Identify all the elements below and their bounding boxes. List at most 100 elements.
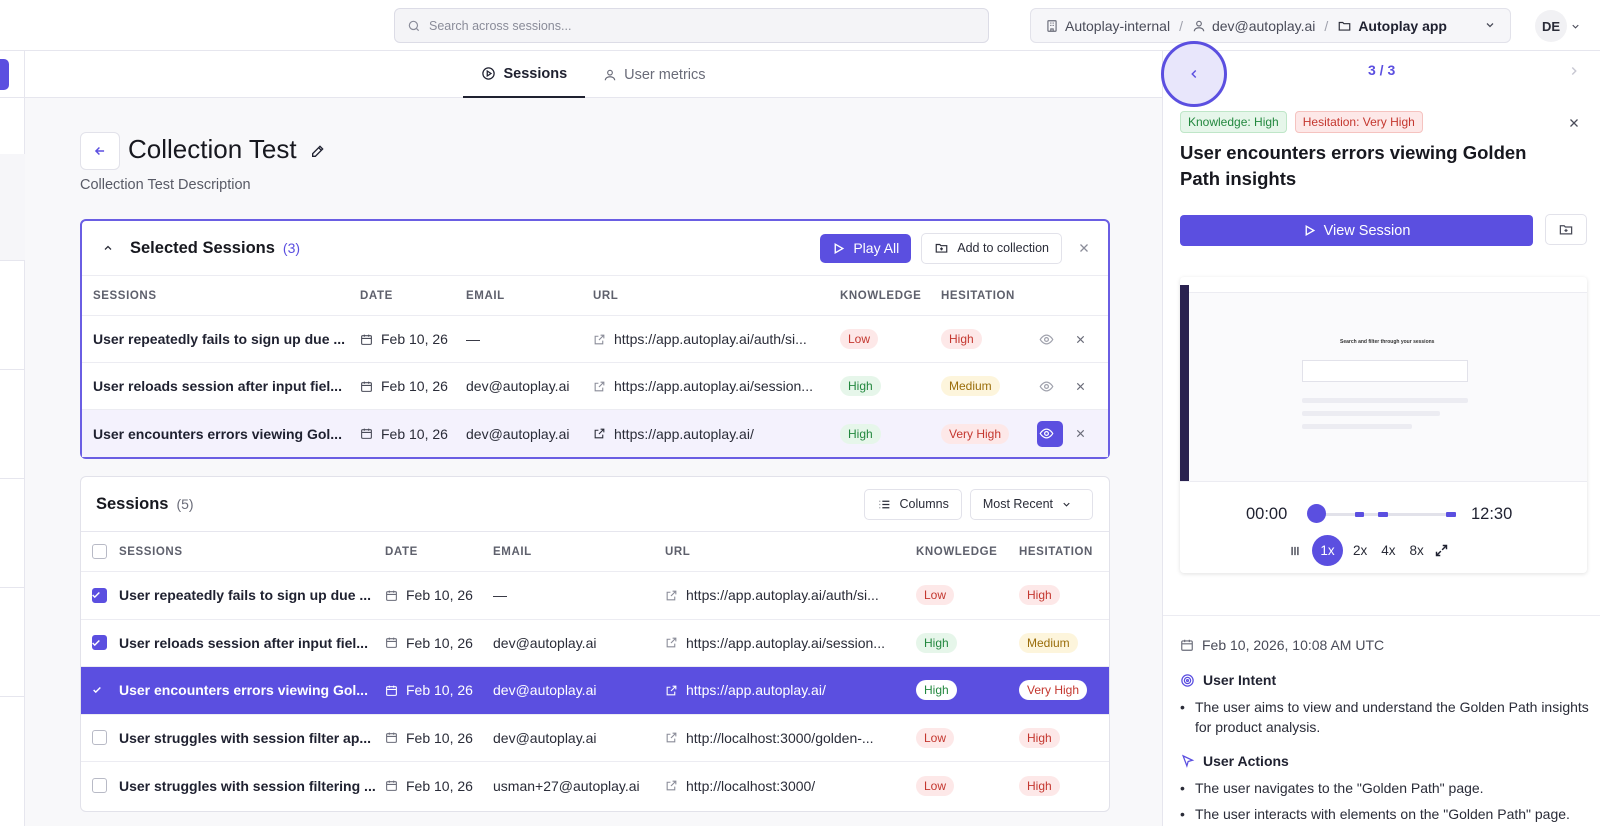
speed-4x-button[interactable]: 4x (1381, 543, 1396, 558)
session-name[interactable]: User struggles with session filtering ..… (119, 777, 376, 794)
table-row[interactable]: User repeatedly fails to sign up due ...… (82, 316, 1108, 363)
chevron-down-icon[interactable] (1484, 18, 1496, 34)
row-checkbox[interactable] (92, 685, 110, 695)
session-url[interactable]: https://app.autoplay.ai/session... (614, 378, 813, 394)
session-thumbnail[interactable]: Search and filter through your sessions (1180, 285, 1587, 482)
external-link-icon (666, 590, 677, 601)
close-icon[interactable] (1568, 116, 1580, 132)
table-row[interactable]: User struggles with session filtering ..… (81, 762, 1109, 810)
session-name[interactable]: User repeatedly fails to sign up due ... (119, 587, 372, 604)
session-name[interactable]: User reloads session after input fiel... (93, 378, 342, 394)
row-checkbox[interactable] (92, 587, 107, 603)
avatar[interactable]: DE (1535, 10, 1567, 42)
tab-sessions-label: Sessions (503, 65, 568, 82)
user-actions-title: User Actions (1203, 753, 1289, 769)
chevron-down-icon[interactable] (1570, 19, 1581, 35)
external-link-icon (666, 685, 677, 696)
preview-button[interactable] (1037, 420, 1063, 447)
table-header: SESSIONS DATE EMAIL URL KNOWLEDGE HESITA… (81, 532, 1109, 572)
table-row[interactable]: User encounters errors viewing Gol... Fe… (81, 667, 1109, 715)
sidebar-primary-button[interactable] (0, 59, 9, 90)
folder-plus-icon (935, 243, 948, 253)
session-url[interactable]: https://app.autoplay.ai/auth/si... (686, 587, 879, 604)
hesitation-badge: High (1019, 585, 1060, 606)
columns-button[interactable]: Columns (863, 488, 962, 520)
table-row[interactable]: User encounters errors viewing Gol... Fe… (82, 410, 1108, 457)
session-date: Feb 10, 26 (406, 634, 473, 651)
calendar-icon (386, 732, 397, 744)
session-name[interactable]: User struggles with session filter ap... (119, 729, 372, 746)
breadcrumb-org[interactable]: Autoplay-internal (1065, 17, 1171, 34)
session-url[interactable]: https://app.autoplay.ai/ (686, 682, 826, 699)
sidebar-item-active[interactable] (0, 154, 25, 260)
pause-icon[interactable] (1288, 544, 1302, 558)
remove-button[interactable] (1075, 381, 1093, 392)
row-checkbox[interactable] (92, 730, 107, 746)
preview-button[interactable] (1037, 373, 1063, 399)
remove-button[interactable] (1075, 428, 1093, 439)
chevron-right-icon[interactable] (1567, 64, 1581, 81)
fullscreen-icon[interactable] (1434, 543, 1449, 558)
remove-button[interactable] (1075, 334, 1093, 345)
building-icon (1045, 19, 1059, 33)
session-url[interactable]: https://app.autoplay.ai/session... (686, 634, 885, 651)
sessions-count: (5) (176, 496, 194, 512)
search-input[interactable]: Search across sessions... (394, 8, 989, 43)
table-row[interactable]: User repeatedly fails to sign up due ...… (81, 572, 1109, 620)
play-all-button[interactable]: Play All (820, 233, 912, 263)
session-url[interactable]: https://app.autoplay.ai/ (614, 425, 754, 442)
sort-select[interactable]: Most Recent (969, 488, 1093, 520)
knowledge-badge: High (916, 632, 957, 653)
session-url[interactable]: http://localhost:3000/ (686, 777, 816, 794)
preview-button[interactable] (1037, 326, 1063, 352)
breadcrumb[interactable]: Autoplay-internal / dev@autoplay.ai / Au… (1030, 8, 1511, 43)
chevron-up-icon[interactable] (102, 242, 114, 254)
arrow-left-icon (94, 146, 105, 156)
progress-knob[interactable] (1307, 504, 1326, 523)
row-checkbox[interactable] (92, 778, 107, 794)
row-checkbox[interactable] (92, 635, 107, 651)
select-all-checkbox[interactable] (92, 544, 107, 559)
close-icon[interactable] (1075, 334, 1086, 345)
breadcrumb-app[interactable]: Autoplay app (1358, 17, 1447, 34)
add-to-collection-button[interactable]: Add to collection (921, 232, 1062, 264)
hesitation-badge: Medium (1019, 632, 1078, 653)
user-icon (604, 69, 616, 80)
session-date: Feb 10, 26 (381, 331, 448, 347)
main-content: Collection Test Collection Test Descript… (25, 98, 1162, 826)
pencil-icon[interactable] (310, 143, 326, 162)
previous-session-button[interactable] (1161, 41, 1227, 107)
close-icon[interactable] (1075, 381, 1086, 392)
hesitation-badge: Very High (941, 423, 1010, 444)
session-name[interactable]: User repeatedly fails to sign up due ... (93, 331, 346, 347)
close-icon[interactable] (1078, 242, 1090, 254)
session-url[interactable]: https://app.autoplay.ai/auth/si... (614, 331, 807, 347)
calendar-icon (361, 381, 372, 392)
table-row[interactable]: User reloads session after input fiel...… (82, 363, 1108, 410)
sort-label: Most Recent (982, 497, 1053, 511)
session-name[interactable]: User encounters errors viewing Gol... (93, 425, 342, 442)
table-row[interactable]: User struggles with session filter ap...… (81, 715, 1109, 762)
speed-2x-button[interactable]: 2x (1353, 543, 1368, 558)
column-header: URL (593, 289, 619, 302)
session-name[interactable]: User reloads session after input fiel... (119, 634, 368, 651)
breadcrumb-user[interactable]: dev@autoplay.ai (1211, 17, 1316, 34)
speed-8x-button[interactable]: 8x (1409, 543, 1424, 558)
table-row[interactable]: User reloads session after input fiel...… (81, 620, 1109, 667)
add-to-collection-button[interactable] (1545, 214, 1587, 245)
target-icon (1181, 673, 1194, 687)
tab-user-metrics[interactable]: User metrics (585, 51, 723, 98)
session-name[interactable]: User encounters errors viewing Gol... (119, 682, 368, 699)
external-link-icon (666, 732, 677, 743)
back-button[interactable] (80, 132, 120, 170)
view-session-button[interactable]: View Session (1180, 215, 1533, 246)
thumbnail-text: Search and filter through your sessions (1340, 339, 1435, 345)
knowledge-badge: Low (916, 585, 955, 606)
tab-sessions[interactable]: Sessions (463, 51, 586, 98)
calendar-icon (361, 428, 372, 439)
hesitation-badge: High (1019, 727, 1060, 748)
session-url[interactable]: http://localhost:3000/golden-... (686, 729, 874, 746)
external-link-icon (594, 428, 605, 439)
speed-1x-button[interactable]: 1x (1312, 535, 1343, 566)
close-icon[interactable] (1075, 428, 1086, 439)
